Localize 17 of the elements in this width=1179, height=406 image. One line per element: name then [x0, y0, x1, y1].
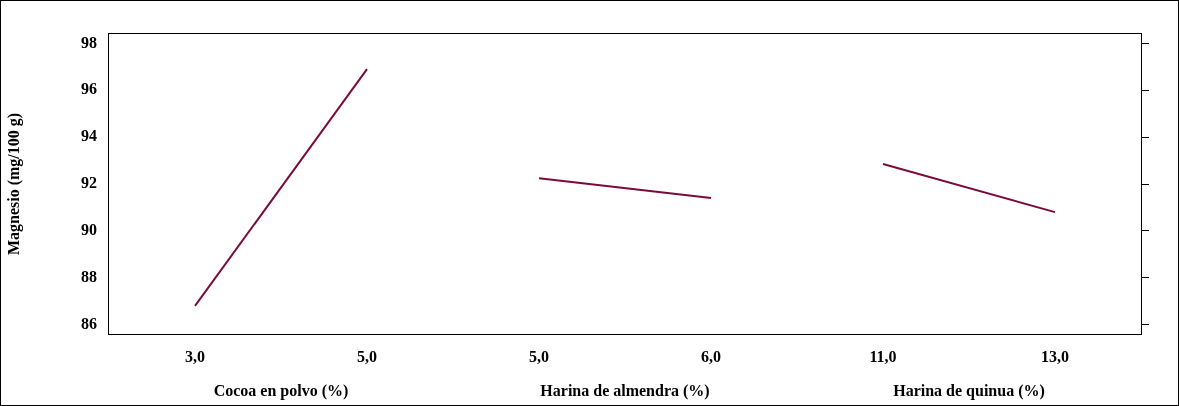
y-tick-label: 92	[81, 174, 97, 192]
x-tick-label: 13,0	[1041, 347, 1069, 365]
y-axis-title: Magnesio (mg/100 g)	[4, 112, 23, 256]
y-tick-label: 94	[81, 127, 97, 145]
x-tick-label: 6,0	[701, 347, 721, 365]
y-tick-label: 86	[81, 314, 97, 332]
y-tick-label: 88	[81, 267, 97, 285]
x-axis-title: Harina de almendra (%)	[540, 381, 710, 400]
x-tick-label: 5,0	[357, 347, 377, 365]
x-tick-label: 3,0	[185, 347, 205, 365]
x-tick-label: 11,0	[869, 347, 897, 365]
y-tick-label: 96	[81, 80, 97, 98]
x-tick-label: 5,0	[529, 347, 549, 365]
y-tick-label: 90	[81, 221, 97, 239]
y-tick-label: 98	[81, 33, 97, 51]
x-axis-title: Harina de quinua (%)	[893, 381, 1045, 400]
x-axis-title: Cocoa en polvo (%)	[213, 381, 349, 400]
